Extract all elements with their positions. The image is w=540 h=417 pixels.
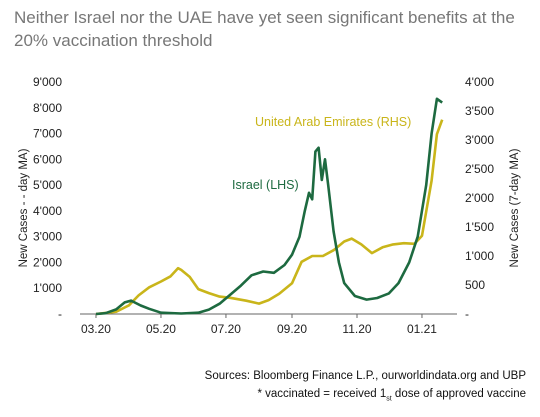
x-axis-ticks: 03.20 05.20 07.20 09.20 11.20 01.21 [81, 314, 437, 336]
right-tick-label: 3'500 [465, 104, 494, 118]
left-tick-label: - [58, 307, 62, 321]
right-tick-label: 3'000 [465, 133, 494, 147]
chart-title: Neither Israel nor the UAE have yet seen… [14, 8, 515, 50]
right-axis-label: New Cases (7-day MA) [509, 148, 521, 267]
x-tick-label: 07.20 [211, 322, 241, 336]
left-tick-label: 1'000 [33, 281, 62, 295]
israel-series-line [95, 97, 443, 316]
source-note: Sources: Bloomberg Finance L.P., ourworl… [204, 370, 526, 382]
left-tick-label: 5'000 [33, 178, 62, 192]
x-tick-label: 09.20 [277, 322, 307, 336]
right-tick-label: 1'500 [465, 220, 494, 234]
right-axis-ticks: - 500 1'000 1'500 2'000 2'500 3'000 3'500 4'000 [465, 75, 494, 321]
left-tick-label: 4'000 [33, 204, 62, 218]
uae-series-line [95, 119, 444, 316]
right-tick-label: - [465, 307, 469, 321]
left-tick-label: 9'000 [33, 75, 62, 89]
x-tick-label: 01.21 [407, 322, 437, 336]
right-tick-label: 1'000 [465, 249, 494, 263]
left-tick-label: 7'000 [33, 127, 62, 141]
left-axis-label: New Cases - - day MA) [18, 148, 30, 267]
left-tick-label: 8'000 [33, 101, 62, 115]
x-tick-label: 03.20 [81, 322, 111, 336]
x-tick-label: 11.20 [342, 322, 371, 336]
left-tick-label: 2'000 [33, 255, 62, 269]
right-tick-label: 500 [465, 278, 485, 292]
israel-series-label: Israel (LHS) [232, 178, 299, 192]
x-tick-label: 05.20 [146, 322, 176, 336]
right-tick-label: 2'500 [465, 162, 494, 176]
uae-series-label: United Arab Emirates (RHS) [255, 115, 411, 129]
left-axis-ticks: - 1'000 2'000 3'000 4'000 5'000 6'000 7'000 8'00… [33, 75, 62, 321]
right-tick-label: 4'000 [465, 75, 494, 89]
left-tick-label: 6'000 [33, 152, 62, 166]
left-tick-label: 3'000 [33, 230, 62, 244]
right-tick-label: 2'000 [465, 191, 494, 205]
vaccinated-footnote: * vaccinated = received 1st dose of appr… [257, 388, 526, 403]
